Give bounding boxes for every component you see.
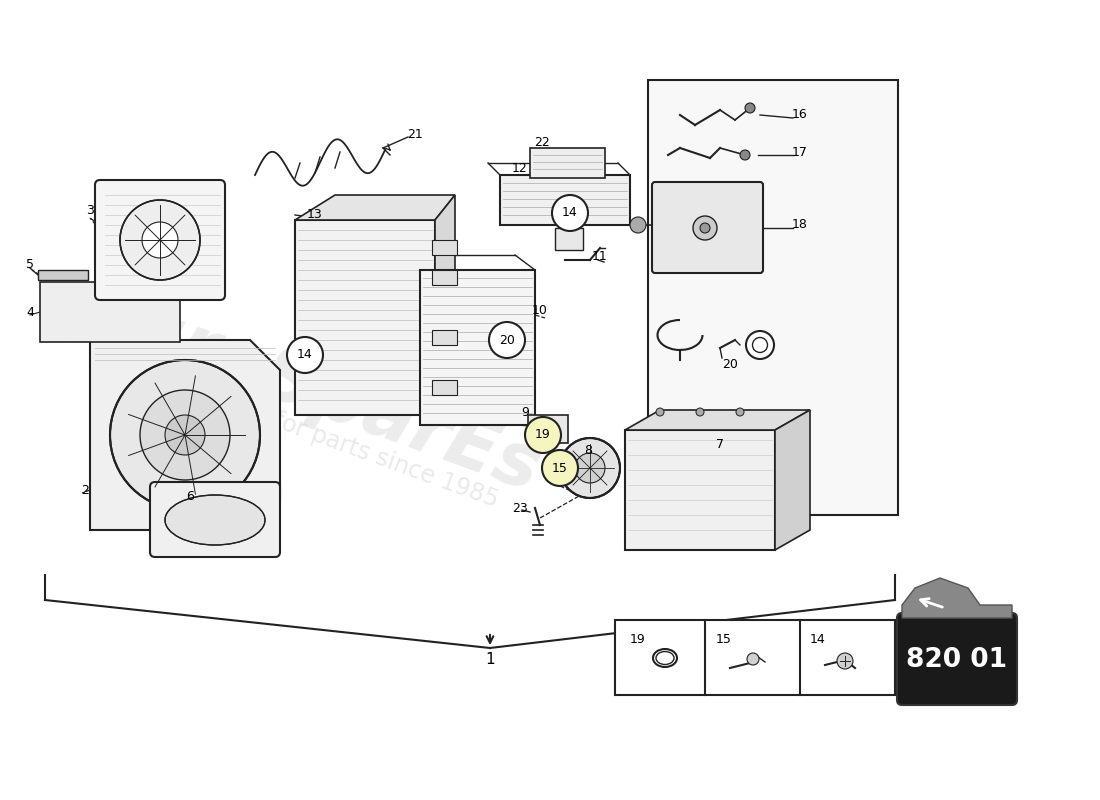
Circle shape <box>837 653 852 669</box>
FancyBboxPatch shape <box>652 182 763 273</box>
Ellipse shape <box>653 649 676 667</box>
Text: 13: 13 <box>307 209 323 222</box>
Circle shape <box>120 200 200 280</box>
Text: 7: 7 <box>716 438 724 451</box>
Text: 10: 10 <box>532 303 548 317</box>
Bar <box>432 270 456 285</box>
Circle shape <box>110 360 260 510</box>
Circle shape <box>575 453 605 483</box>
Circle shape <box>142 222 178 258</box>
Polygon shape <box>902 578 1012 618</box>
Ellipse shape <box>165 495 265 545</box>
Circle shape <box>740 150 750 160</box>
Text: 19: 19 <box>535 429 551 442</box>
Ellipse shape <box>752 338 768 353</box>
Text: 21: 21 <box>407 129 422 142</box>
FancyBboxPatch shape <box>896 613 1018 705</box>
Text: 19: 19 <box>559 211 575 225</box>
Circle shape <box>745 103 755 113</box>
Text: 11: 11 <box>592 250 608 262</box>
Circle shape <box>656 408 664 416</box>
Text: 6: 6 <box>186 490 194 503</box>
Text: 20: 20 <box>722 358 738 371</box>
Bar <box>530 148 605 178</box>
Text: 3: 3 <box>86 203 94 217</box>
Circle shape <box>560 438 620 498</box>
Text: 12: 12 <box>513 162 528 174</box>
Text: 14: 14 <box>562 206 578 219</box>
Text: 1: 1 <box>485 653 495 667</box>
Text: 14: 14 <box>297 349 312 362</box>
Circle shape <box>140 390 230 480</box>
Polygon shape <box>434 195 455 415</box>
Circle shape <box>287 337 323 373</box>
Ellipse shape <box>656 651 674 665</box>
Text: 15: 15 <box>716 633 732 646</box>
Circle shape <box>747 653 759 665</box>
Text: 9: 9 <box>521 406 529 418</box>
Text: 22: 22 <box>535 137 550 150</box>
Text: 17: 17 <box>792 146 807 159</box>
Bar <box>556 228 583 250</box>
Circle shape <box>696 408 704 416</box>
Text: euroSparEs: euroSparEs <box>70 273 550 507</box>
Circle shape <box>630 217 646 233</box>
Bar <box>615 620 895 695</box>
Text: 5: 5 <box>26 258 34 271</box>
Circle shape <box>700 223 710 233</box>
Text: 16: 16 <box>792 109 807 122</box>
Bar <box>39 270 88 280</box>
Polygon shape <box>295 195 455 220</box>
Polygon shape <box>776 410 810 550</box>
Text: 8: 8 <box>584 443 592 457</box>
Bar <box>432 380 456 395</box>
Circle shape <box>165 415 205 455</box>
Circle shape <box>525 417 561 453</box>
Bar <box>500 175 630 225</box>
Bar <box>432 330 456 345</box>
Circle shape <box>552 195 589 231</box>
Text: 14: 14 <box>810 633 826 646</box>
Ellipse shape <box>746 331 774 359</box>
Text: 4: 4 <box>26 306 34 318</box>
Bar <box>295 220 434 415</box>
Bar <box>625 430 776 550</box>
Text: 20: 20 <box>499 334 515 346</box>
Bar <box>432 240 456 255</box>
Text: 23: 23 <box>513 502 528 514</box>
Polygon shape <box>90 340 280 530</box>
Text: 19: 19 <box>630 633 646 646</box>
FancyBboxPatch shape <box>95 180 226 300</box>
Circle shape <box>736 408 744 416</box>
Circle shape <box>542 450 578 486</box>
Text: a passion for parts since 1985: a passion for parts since 1985 <box>158 368 502 512</box>
Text: 2: 2 <box>81 483 89 497</box>
Text: 18: 18 <box>792 218 807 231</box>
Text: 820 01: 820 01 <box>906 647 1008 673</box>
Bar <box>420 270 535 425</box>
FancyBboxPatch shape <box>150 482 280 557</box>
Circle shape <box>490 322 525 358</box>
Bar <box>40 282 180 342</box>
Circle shape <box>693 216 717 240</box>
Bar <box>528 415 568 443</box>
Polygon shape <box>625 410 810 430</box>
Text: 15: 15 <box>552 462 568 474</box>
Bar <box>648 80 898 515</box>
